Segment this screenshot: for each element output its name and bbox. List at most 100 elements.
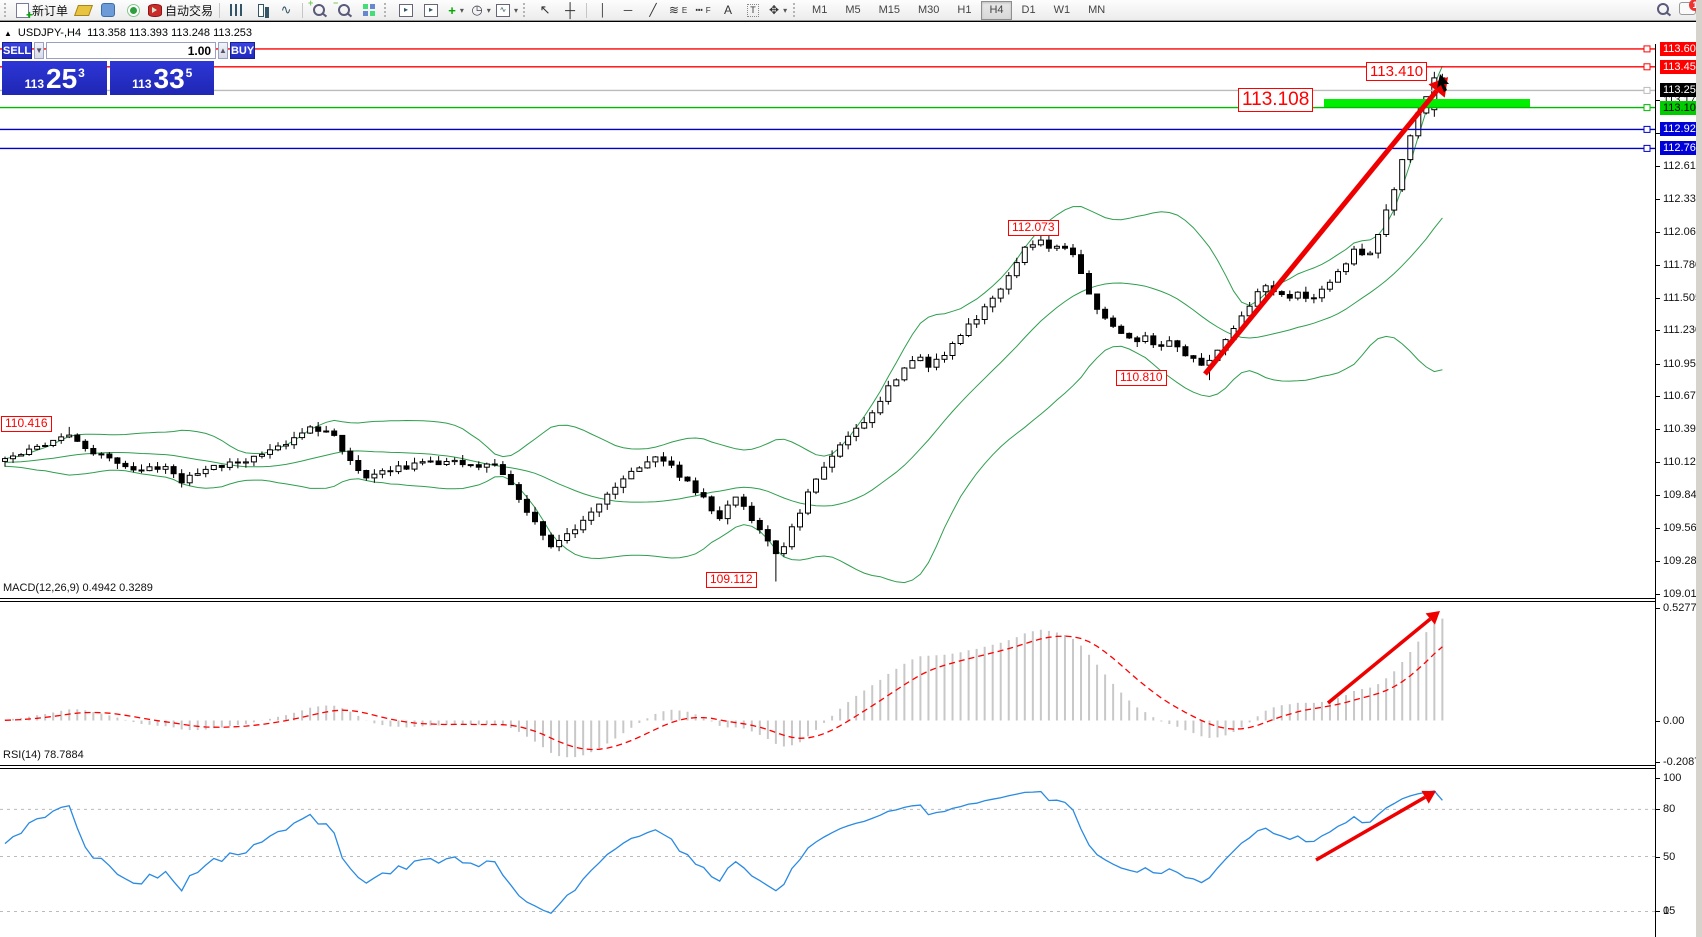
arrows-tool-button[interactable]: ✥ ▾ xyxy=(766,1,790,19)
price-tick xyxy=(1656,462,1660,463)
fibonacci-icon: ≋ xyxy=(668,3,679,17)
price-annotation-113.108: 113.108 xyxy=(1238,88,1314,112)
sell-price-point: 3 xyxy=(78,66,85,80)
zoom-out-icon xyxy=(338,4,351,16)
buy-price-point: 5 xyxy=(185,66,193,80)
price-annotation-109.112: 109.112 xyxy=(706,572,757,588)
template-dropdown-button[interactable]: ∿ ▾ xyxy=(494,1,520,19)
price-tick xyxy=(1656,429,1660,430)
macd-axis-tick xyxy=(1656,721,1660,722)
candlestick-chart-icon xyxy=(258,3,265,17)
toolbar-grip xyxy=(384,3,391,17)
market-watch-icon xyxy=(101,3,116,17)
rsi-axis-tick xyxy=(1656,809,1660,810)
toolbar-separator xyxy=(219,2,221,18)
panel-separator[interactable] xyxy=(0,598,1702,602)
chevron-down-icon: ▾ xyxy=(783,5,788,15)
price-tick xyxy=(1656,166,1660,167)
crosshair-icon: ┼ xyxy=(565,2,575,18)
trendline-icon: ╱ xyxy=(649,3,657,17)
chat-icon[interactable]: 1 xyxy=(1679,0,1701,15)
market-watch-button[interactable] xyxy=(96,1,120,19)
zoom-out-button[interactable]: − xyxy=(332,0,356,19)
price-tick xyxy=(1656,561,1660,562)
macd-signal-line xyxy=(4,635,1443,751)
rsi-axis-label: 100 xyxy=(1663,772,1682,784)
fibonacci-tool-button[interactable]: ≋ E xyxy=(666,1,690,19)
add-indicator-button[interactable]: + ▾ xyxy=(444,1,468,19)
toolbar-grip xyxy=(523,3,530,17)
price-axis[interactable]: 113.170112.890112.615112.335112.060111.7… xyxy=(1655,42,1702,937)
price-tick xyxy=(1656,232,1660,233)
auto-trading-label: 自动交易 xyxy=(165,3,214,18)
macd-chart[interactable] xyxy=(0,601,1655,765)
volume-increase-stepper[interactable]: ▲ xyxy=(218,42,228,59)
chart-window: ▲ USDJPY-,H4 113.358 113.393 113.248 113… xyxy=(0,21,1702,937)
buy-price-display[interactable]: 113 33 5 xyxy=(109,61,214,95)
price-tick-label: 112.060 xyxy=(1663,226,1702,238)
zoom-in-icon xyxy=(313,4,326,16)
volume-decrease-stepper[interactable]: ▼ xyxy=(34,42,45,59)
timeframe-button-W1[interactable]: W1 xyxy=(1053,4,1071,16)
styles-button[interactable] xyxy=(71,1,95,19)
zoom-in-button[interactable]: + xyxy=(307,0,331,19)
text-label-tool-button[interactable]: T xyxy=(741,1,765,19)
price-tick xyxy=(1656,265,1660,266)
vertical-line-tool-button[interactable]: │ xyxy=(591,1,615,19)
cursor-tool-button[interactable]: ↖ xyxy=(533,1,557,19)
timeframe-button-H4[interactable]: H4 xyxy=(981,0,1012,20)
horizontal-lines xyxy=(0,45,1655,152)
templates-button[interactable]: ▸ xyxy=(419,1,443,19)
bar-chart-button[interactable] xyxy=(224,1,248,19)
panel-separator[interactable] xyxy=(0,765,1702,769)
new-order-icon xyxy=(16,2,33,22)
main-chart[interactable] xyxy=(0,44,1655,598)
add-indicator-icon: + xyxy=(448,2,456,18)
signals-button[interactable] xyxy=(121,1,145,19)
window-edge xyxy=(1696,0,1702,937)
price-tick-label: 111.780 xyxy=(1663,259,1702,271)
text-tool-button[interactable]: A xyxy=(716,1,740,19)
tile-windows-button[interactable] xyxy=(357,1,381,19)
price-tick-label: 109.840 xyxy=(1663,489,1702,501)
buy-button[interactable]: BUY xyxy=(229,42,256,59)
line-chart-button[interactable]: ∿ xyxy=(274,1,298,19)
price-tick-label: 111.230 xyxy=(1663,324,1702,336)
timeframe-button-M30[interactable]: M30 xyxy=(918,4,940,16)
sell-price-display[interactable]: 113 25 3 xyxy=(2,61,107,95)
horizontal-line-tool-button[interactable]: ─ xyxy=(616,1,640,19)
timeframe-button-M5[interactable]: M5 xyxy=(845,4,861,16)
timeframe-button-D1[interactable]: D1 xyxy=(1021,4,1036,16)
price-tick-label: 110.675 xyxy=(1663,390,1702,402)
period-button[interactable]: ▸ xyxy=(394,1,418,19)
candlestick-chart-button[interactable] xyxy=(249,1,273,19)
rsi-chart[interactable] xyxy=(0,768,1655,937)
price-tick xyxy=(1656,133,1660,134)
fibonacci-expansion-tool-button[interactable]: ┅ F xyxy=(691,1,715,19)
subwindow-arrow-icon[interactable]: ▲ xyxy=(4,28,12,38)
timeframe-button-M15[interactable]: M15 xyxy=(878,4,901,16)
volume-input[interactable] xyxy=(46,42,217,59)
trend-arrow xyxy=(1315,790,1436,862)
timeframe-button-H1[interactable]: H1 xyxy=(957,4,972,16)
chevron-down-icon: ▾ xyxy=(514,5,519,15)
sell-button[interactable]: SELL xyxy=(2,42,33,59)
search-icon[interactable] xyxy=(1657,2,1669,15)
toolbar: 新订单 自动交易 ∿ + − ▸ ▸ +▾ ◷▾ ∿▾ ↖ ┼ │ ─ ╱ ≋E… xyxy=(0,0,1702,22)
macd-histogram xyxy=(4,618,1444,758)
timeframe-button-M1[interactable]: M1 xyxy=(812,4,828,16)
price-badge-113.603: 113.603 xyxy=(1660,42,1702,56)
trendline-tool-button[interactable]: ╱ xyxy=(641,1,665,19)
timeframe-button-MN[interactable]: MN xyxy=(1088,4,1106,16)
price-tick-label: 110.950 xyxy=(1663,358,1702,370)
crosshair-tool-button[interactable]: ┼ xyxy=(558,1,582,19)
fibonacci-expansion-icon: ┅ xyxy=(695,3,703,17)
new-order-button[interactable]: 新订单 xyxy=(14,1,70,22)
price-badge-113.108: 113.108 xyxy=(1660,101,1702,115)
price-tick-label: 109.285 xyxy=(1663,555,1702,567)
price-tick-label: 109.010 xyxy=(1663,588,1702,600)
auto-trading-button[interactable]: 自动交易 xyxy=(146,1,215,19)
period-dropdown-button[interactable]: ◷ ▾ xyxy=(469,1,493,19)
bar-chart-icon xyxy=(229,4,243,16)
